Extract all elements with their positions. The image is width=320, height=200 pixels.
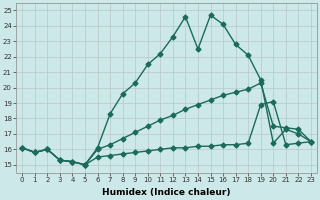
X-axis label: Humidex (Indice chaleur): Humidex (Indice chaleur) (102, 188, 231, 197)
